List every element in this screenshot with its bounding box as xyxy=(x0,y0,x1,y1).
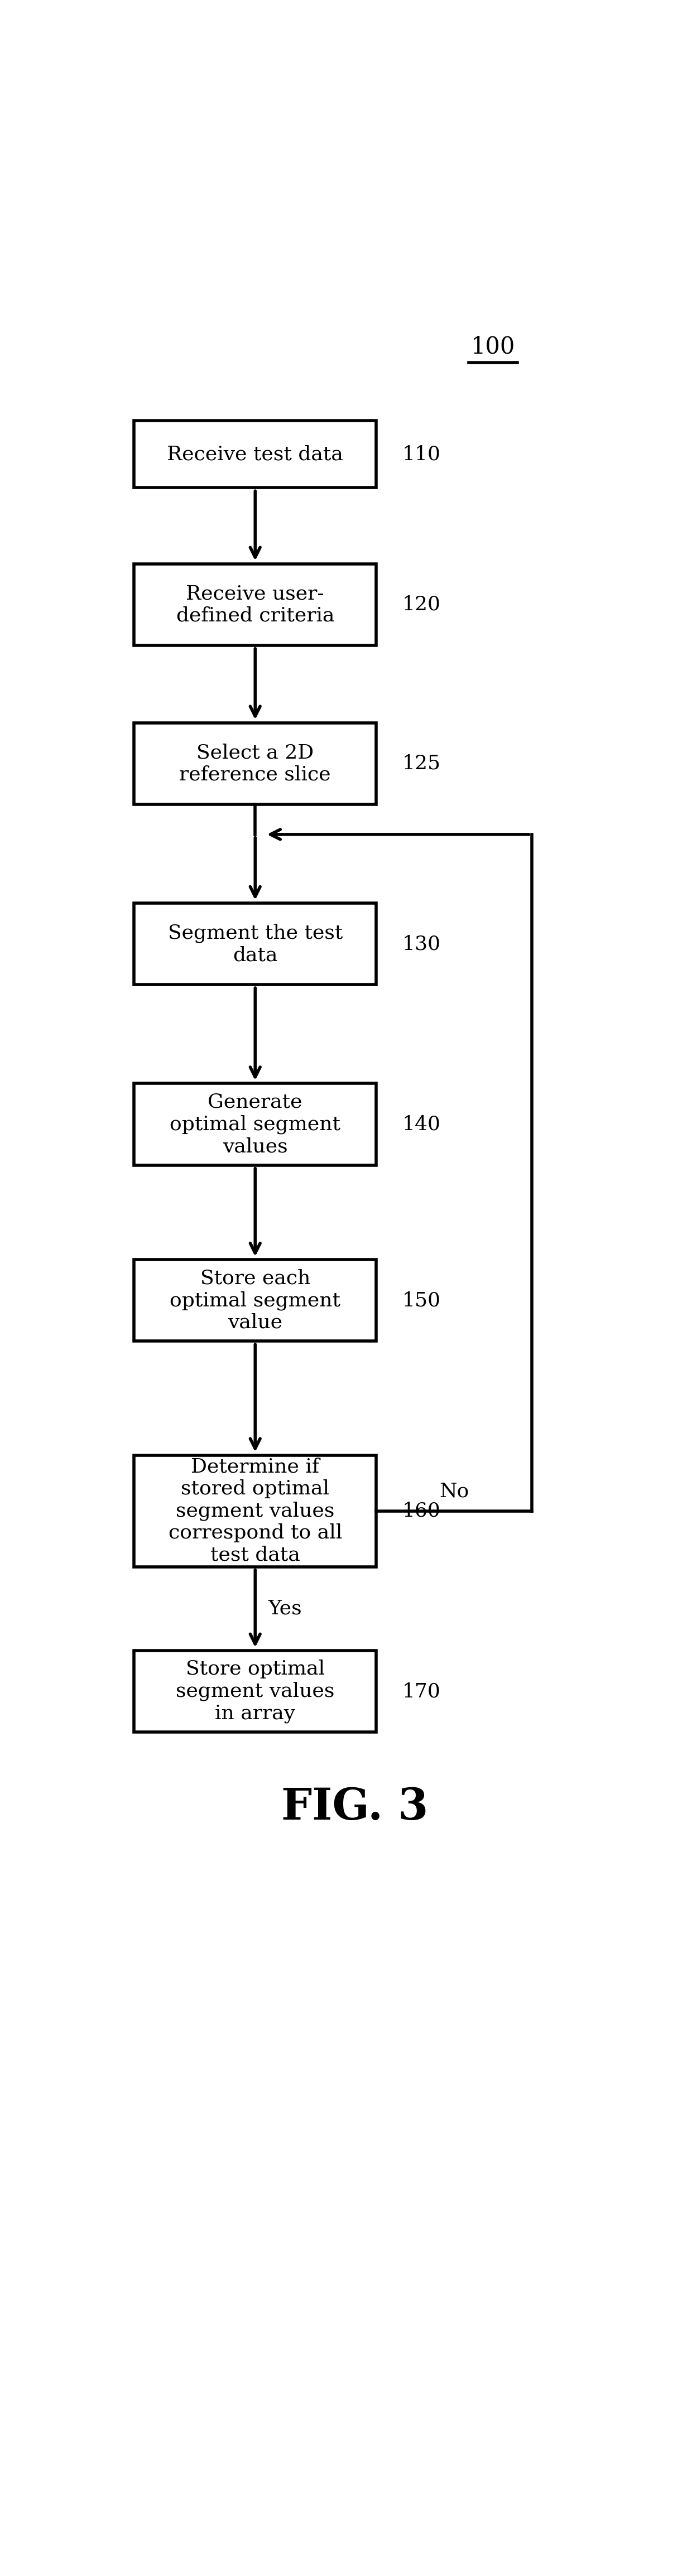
Text: 140: 140 xyxy=(402,1115,441,1133)
Bar xyxy=(134,1651,376,1731)
Text: 120: 120 xyxy=(402,595,441,613)
Text: 110: 110 xyxy=(402,446,441,464)
Bar xyxy=(134,420,376,487)
Text: Segment the test
data: Segment the test data xyxy=(167,922,343,963)
Bar xyxy=(134,724,376,804)
Text: 160: 160 xyxy=(402,1502,441,1520)
Text: Receive user-
defined criteria: Receive user- defined criteria xyxy=(176,585,334,626)
Text: FIG. 3: FIG. 3 xyxy=(281,1785,428,1829)
Text: 100: 100 xyxy=(471,335,516,358)
Text: 125: 125 xyxy=(402,755,441,773)
Bar xyxy=(134,1455,376,1566)
Bar xyxy=(134,904,376,984)
Bar xyxy=(134,1260,376,1342)
Text: Generate
optimal segment
values: Generate optimal segment values xyxy=(170,1092,340,1157)
Text: 170: 170 xyxy=(402,1682,441,1700)
Text: No: No xyxy=(439,1481,469,1502)
Bar xyxy=(134,1084,376,1164)
Text: 130: 130 xyxy=(402,935,441,953)
Text: Store optimal
segment values
in array: Store optimal segment values in array xyxy=(176,1659,334,1723)
Text: 150: 150 xyxy=(402,1291,441,1311)
Text: Store each
optimal segment
value: Store each optimal segment value xyxy=(170,1270,340,1332)
Text: Receive test data: Receive test data xyxy=(167,446,343,464)
Bar xyxy=(134,564,376,647)
Text: Determine if
stored optimal
segment values
correspond to all
test data: Determine if stored optimal segment valu… xyxy=(168,1458,342,1564)
Text: Select a 2D
reference slice: Select a 2D reference slice xyxy=(179,742,331,783)
Text: Yes: Yes xyxy=(268,1600,302,1618)
